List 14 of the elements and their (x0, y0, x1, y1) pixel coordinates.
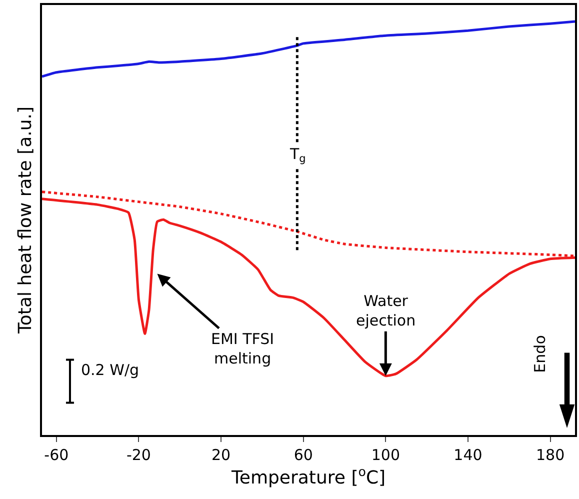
x-tick-label: 20 (211, 446, 231, 464)
x-tick-label: -20 (126, 446, 151, 464)
annotation: 0.2 W/g (81, 361, 140, 379)
y-axis-title: Total heat flow rate [a.u.] (14, 106, 36, 335)
x-axis-title: Temperature [$^{o}$C] (230, 464, 386, 488)
annotation: Endo (531, 335, 550, 373)
x-tick-label: 140 (454, 446, 482, 464)
ref-line-label: T$_{g}$ (289, 145, 306, 166)
x-tick-label: 60 (294, 446, 313, 464)
x-tick-label: 100 (371, 446, 400, 464)
annotation: EMI TFSI melting (211, 330, 274, 368)
annotation: Water ejection (356, 292, 416, 330)
x-tick-label: -60 (44, 446, 69, 464)
x-tick-label: 180 (536, 446, 565, 464)
